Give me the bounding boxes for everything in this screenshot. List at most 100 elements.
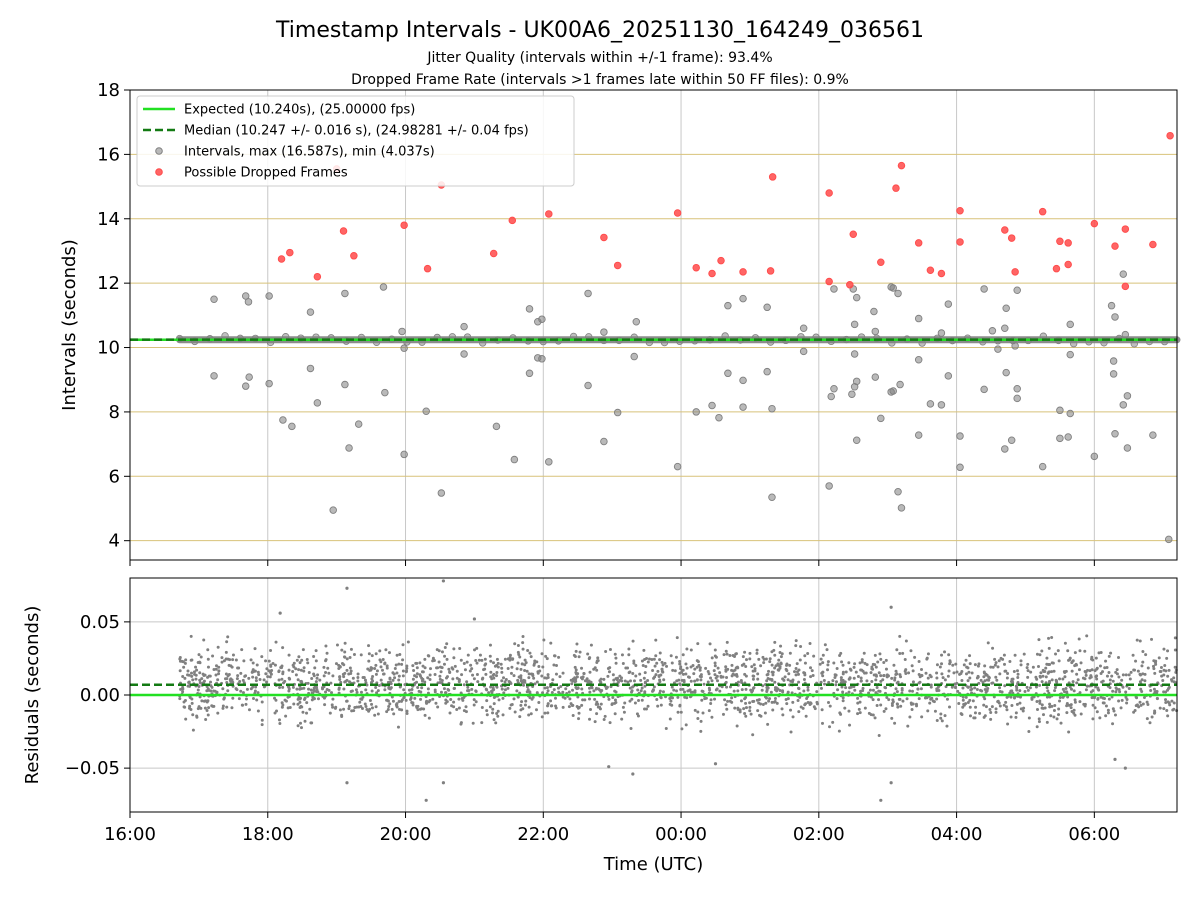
- residual-point: [460, 673, 464, 677]
- residual-point: [491, 707, 495, 711]
- residual-point: [392, 672, 396, 676]
- residual-point: [573, 680, 577, 684]
- residual-point: [647, 657, 651, 661]
- residual-point: [954, 662, 958, 666]
- residual-point: [794, 667, 798, 671]
- residual-point: [695, 659, 699, 663]
- residual-point: [982, 703, 986, 707]
- residual-point: [987, 675, 991, 679]
- residual-point: [893, 676, 897, 680]
- residual-point: [1114, 670, 1118, 674]
- residual-point: [428, 673, 432, 677]
- residual-point: [1091, 703, 1095, 707]
- residual-point: [685, 696, 689, 700]
- residual-point: [676, 695, 680, 699]
- residual-point: [858, 711, 862, 715]
- residual-point: [415, 672, 419, 676]
- residual-point: [269, 648, 273, 652]
- residual-point: [491, 711, 495, 715]
- interval-point: [400, 450, 408, 459]
- residual-point: [859, 679, 863, 683]
- residual-point: [309, 688, 313, 692]
- residual-point: [349, 671, 353, 675]
- residual-point: [420, 679, 424, 683]
- interval-point: [848, 390, 856, 398]
- residual-point: [957, 702, 961, 706]
- residual-point: [1018, 695, 1022, 699]
- residual-point: [770, 700, 774, 704]
- residual-point: [356, 679, 360, 683]
- residual-point: [998, 672, 1002, 676]
- residual-point: [395, 671, 399, 675]
- residual-point: [577, 655, 581, 659]
- residual-point: [756, 672, 760, 676]
- residual-point: [1098, 716, 1102, 720]
- residual-point: [310, 691, 314, 695]
- residual-point: [183, 705, 187, 709]
- residual-point: [485, 709, 489, 713]
- residual-point: [546, 689, 550, 693]
- residual-point: [190, 671, 194, 675]
- residual-point: [698, 666, 702, 670]
- interval-point: [852, 436, 861, 444]
- residual-point: [968, 662, 972, 666]
- residual-point: [954, 685, 958, 689]
- residual-point: [984, 673, 988, 677]
- residual-point: [744, 701, 748, 705]
- residual-point: [867, 691, 871, 695]
- residual-point: [381, 657, 385, 661]
- residual-point: [994, 661, 998, 665]
- residual-outlier-point: [472, 617, 477, 621]
- intervals-y-tick-label: 4: [109, 531, 120, 552]
- residual-point: [686, 675, 690, 679]
- residual-point: [517, 675, 521, 679]
- residual-point: [1005, 708, 1009, 712]
- residual-point: [620, 717, 624, 721]
- residual-point: [313, 666, 317, 670]
- residual-point: [646, 660, 650, 664]
- residual-point: [646, 678, 650, 682]
- residual-point: [1044, 666, 1048, 670]
- residual-point: [843, 680, 847, 684]
- residual-point: [1136, 669, 1140, 673]
- residual-point: [367, 644, 371, 648]
- residual-point: [363, 702, 367, 706]
- residual-point: [281, 685, 285, 689]
- residual-point: [973, 716, 977, 720]
- residual-point: [370, 702, 374, 706]
- residual-point: [1165, 656, 1169, 660]
- residual-point: [202, 638, 206, 642]
- residual-point: [379, 665, 383, 669]
- residual-point: [794, 644, 798, 648]
- residual-point: [545, 657, 549, 661]
- residual-point: [956, 689, 960, 693]
- residual-point: [789, 679, 793, 683]
- residual-point: [953, 682, 957, 686]
- residual-point: [985, 678, 989, 682]
- residual-point: [378, 649, 382, 653]
- residual-point: [510, 702, 514, 706]
- interval-point: [538, 315, 546, 323]
- residual-point: [673, 669, 677, 673]
- residual-point: [196, 688, 200, 692]
- residual-point: [658, 678, 662, 682]
- interval-point: [241, 382, 250, 390]
- residual-point: [1078, 649, 1082, 653]
- residual-point: [1104, 659, 1108, 663]
- residual-point: [798, 658, 802, 662]
- residual-point: [696, 642, 700, 646]
- residual-point: [302, 666, 306, 670]
- residual-point: [200, 699, 204, 703]
- x-tick-label: 16:00: [104, 824, 156, 845]
- residual-point: [976, 664, 980, 668]
- residual-point: [940, 662, 944, 666]
- residual-point: [1069, 703, 1073, 707]
- residual-point: [762, 661, 766, 665]
- residual-point: [809, 675, 813, 679]
- residual-point: [812, 654, 816, 658]
- residual-point: [678, 660, 682, 664]
- residual-point: [775, 701, 779, 705]
- residual-point: [511, 657, 515, 661]
- residual-point: [894, 673, 898, 677]
- residual-point: [307, 687, 311, 691]
